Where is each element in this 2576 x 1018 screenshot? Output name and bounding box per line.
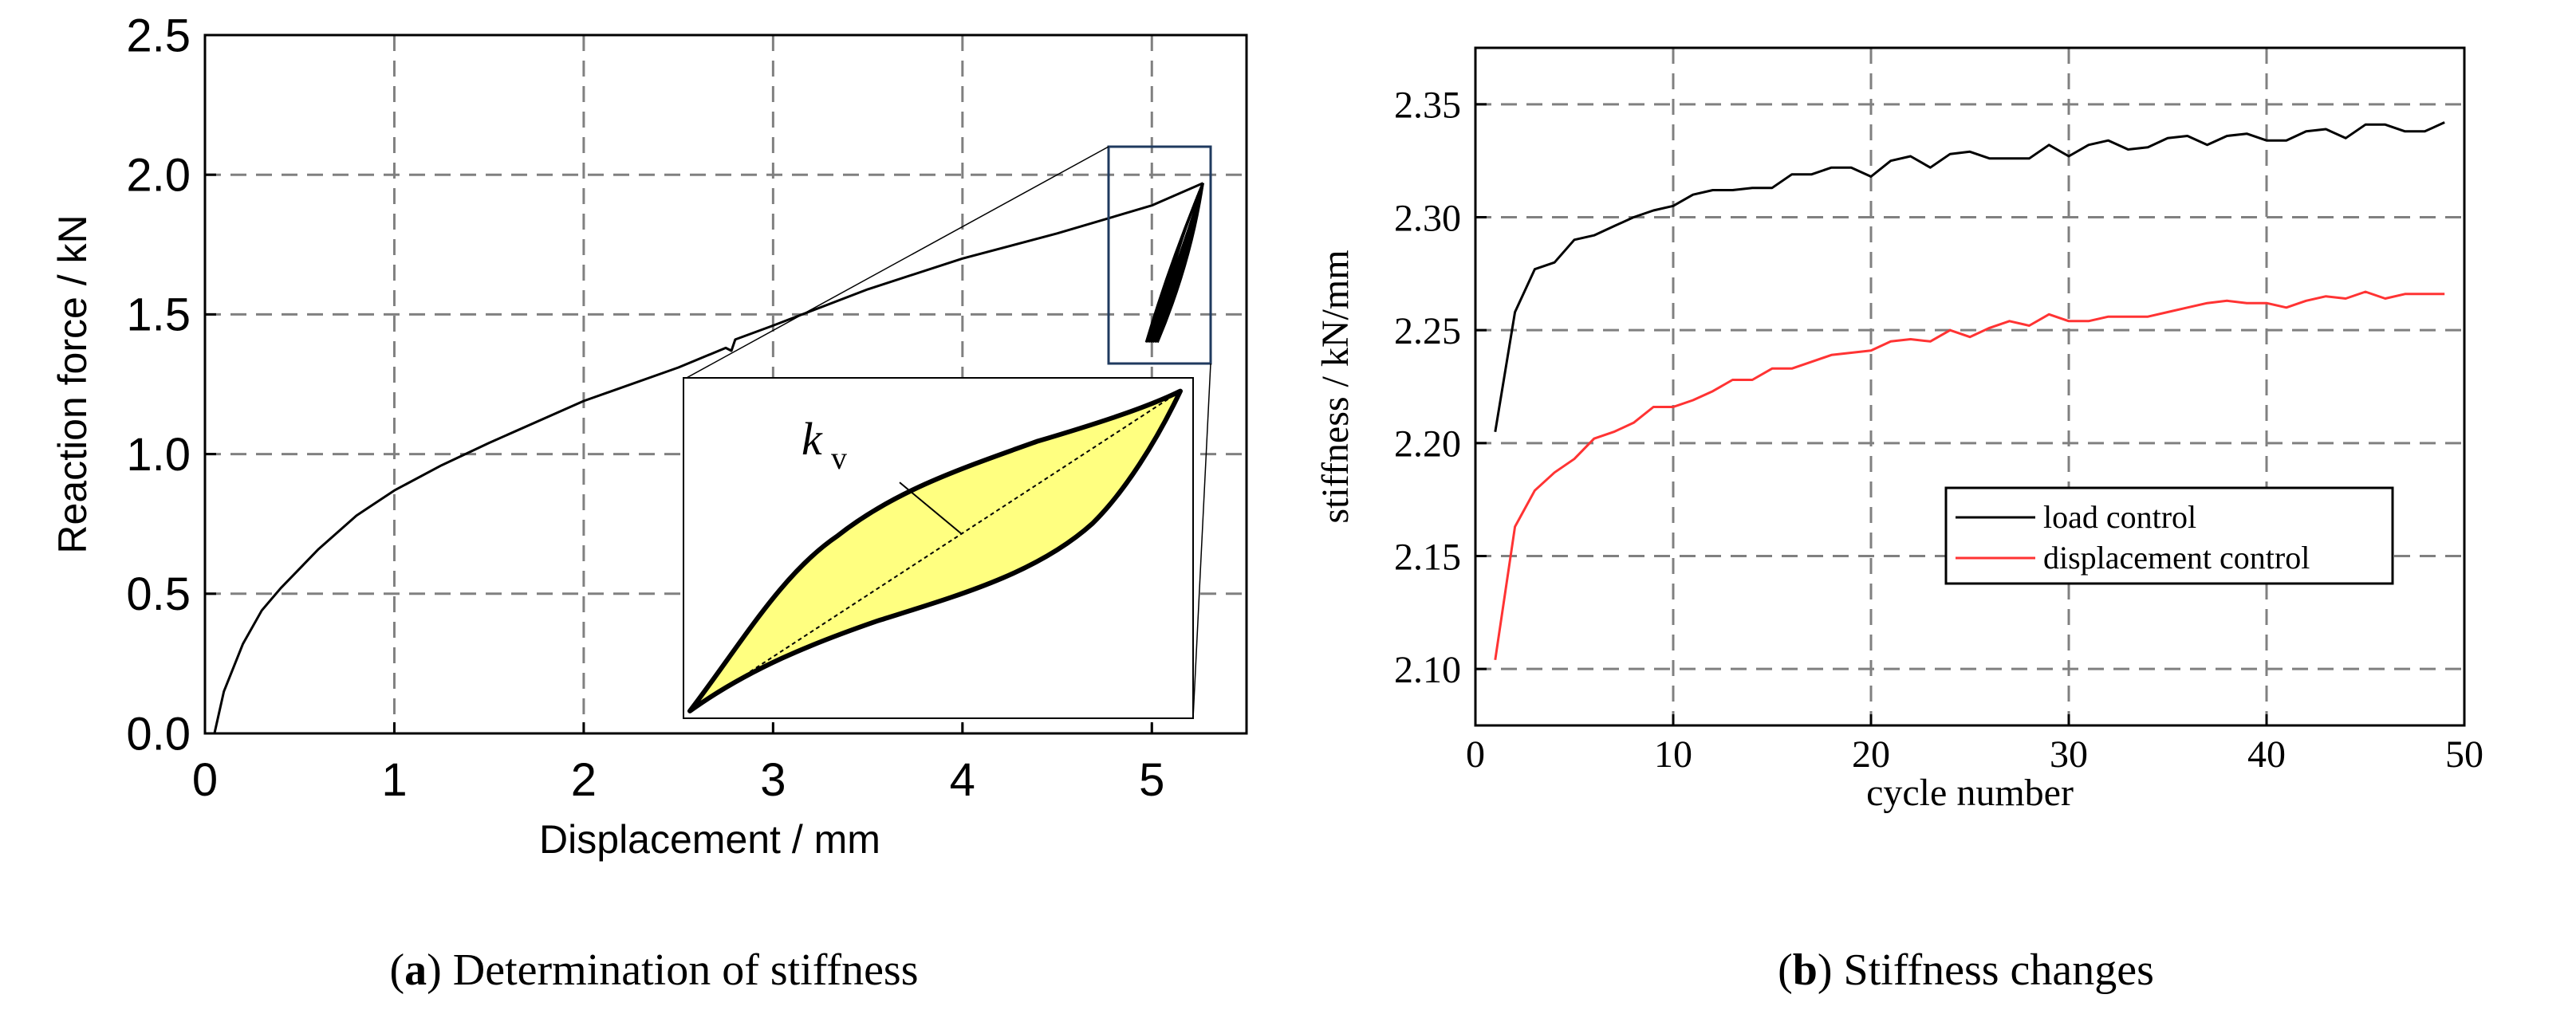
caption-b-text: Stiffness changes <box>1833 945 2154 995</box>
x-tick-label: 1 <box>381 754 407 806</box>
legend-box <box>1944 486 2394 585</box>
y-tick-label: 2.35 <box>1394 85 1461 127</box>
series-a <box>213 182 1204 734</box>
y-tick-label: 2.20 <box>1394 423 1461 466</box>
y-tick-label: 1.5 <box>126 289 191 341</box>
zoom-connector-line <box>1192 363 1211 719</box>
y-tick-label: 2.25 <box>1394 310 1461 352</box>
x-tick-label: 0 <box>192 754 218 806</box>
y-tick-label: 1.0 <box>126 429 191 481</box>
legend-label-load-control: load control <box>2043 499 2196 535</box>
plot-frame-a <box>203 33 1248 735</box>
y-axis-label-b: stiffness / kN/mm <box>1314 250 1357 523</box>
series-line-displacement-control <box>1494 290 2445 661</box>
series-line-loading-curve <box>213 182 1204 734</box>
y-tick-label: 2.5 <box>126 10 191 61</box>
caption-a-letter: a <box>404 945 427 995</box>
inset: k v <box>683 377 1194 719</box>
x-tick-label: 4 <box>950 754 975 806</box>
chart-b: 0 10 20 30 40 50 2.10 2.15 2.20 2.25 2.30 2.35 load… <box>1314 46 2483 995</box>
x-tick-label: 2 <box>571 754 597 806</box>
caption-a: (a) Determination of stiffness <box>389 945 918 995</box>
inset-annotation-k: k <box>802 413 823 465</box>
grid-b <box>1475 48 2464 725</box>
y-tick-label: 0.5 <box>126 568 191 620</box>
x-tick-label: 40 <box>2247 733 2286 776</box>
x-tick-label: 20 <box>1852 733 1890 776</box>
legend-label-displacement-control: displacement control <box>2043 540 2310 576</box>
chart-a: 0 1 2 3 4 5 0.0 0.5 1.0 1.5 2.0 2.5 k v Displacemen… <box>50 10 1248 995</box>
inset-annotation-sub: v <box>831 440 847 476</box>
caption-a-text: Determination of stiffness <box>442 945 919 995</box>
y-axis-label-a: Reaction force / kN <box>50 214 95 553</box>
y-tick-label: 2.10 <box>1394 649 1461 691</box>
zoom-connector-line <box>684 146 1109 379</box>
x-tick-label: 0 <box>1466 733 1485 776</box>
x-tick-label: 5 <box>1139 754 1164 806</box>
x-tick-label: 3 <box>760 754 786 806</box>
series-line-load-control <box>1494 121 2445 432</box>
x-axis-label-b: cycle number <box>1866 772 2074 814</box>
x-tick-label: 10 <box>1654 733 1692 776</box>
hysteresis-loop <box>1156 183 1204 344</box>
caption-b-letter: b <box>1793 945 1818 995</box>
x-tick-label: 30 <box>2050 733 2088 776</box>
ticks-a: 0 1 2 3 4 5 0.0 0.5 1.0 1.5 2.0 2.5 <box>126 10 1164 806</box>
caption-b: (b) Stiffness changes <box>1778 945 2154 995</box>
y-tick-label: 2.30 <box>1394 197 1461 239</box>
zoom-box <box>1107 145 1212 365</box>
x-tick-label: 50 <box>2445 733 2483 776</box>
y-tick-label: 2.0 <box>126 150 191 202</box>
y-tick-label: 0.0 <box>126 708 191 760</box>
y-tick-label: 2.15 <box>1394 536 1461 578</box>
ticks-b: 0 10 20 30 40 50 2.10 2.15 2.20 2.25 2.30 2.35 <box>1394 85 2483 776</box>
x-axis-label-a: Displacement / mm <box>539 817 880 862</box>
normal-marker-line <box>900 482 961 533</box>
plot-frame-b <box>1474 46 2466 727</box>
legend: load control displacement control <box>1944 486 2394 585</box>
series-b <box>1494 121 2445 661</box>
